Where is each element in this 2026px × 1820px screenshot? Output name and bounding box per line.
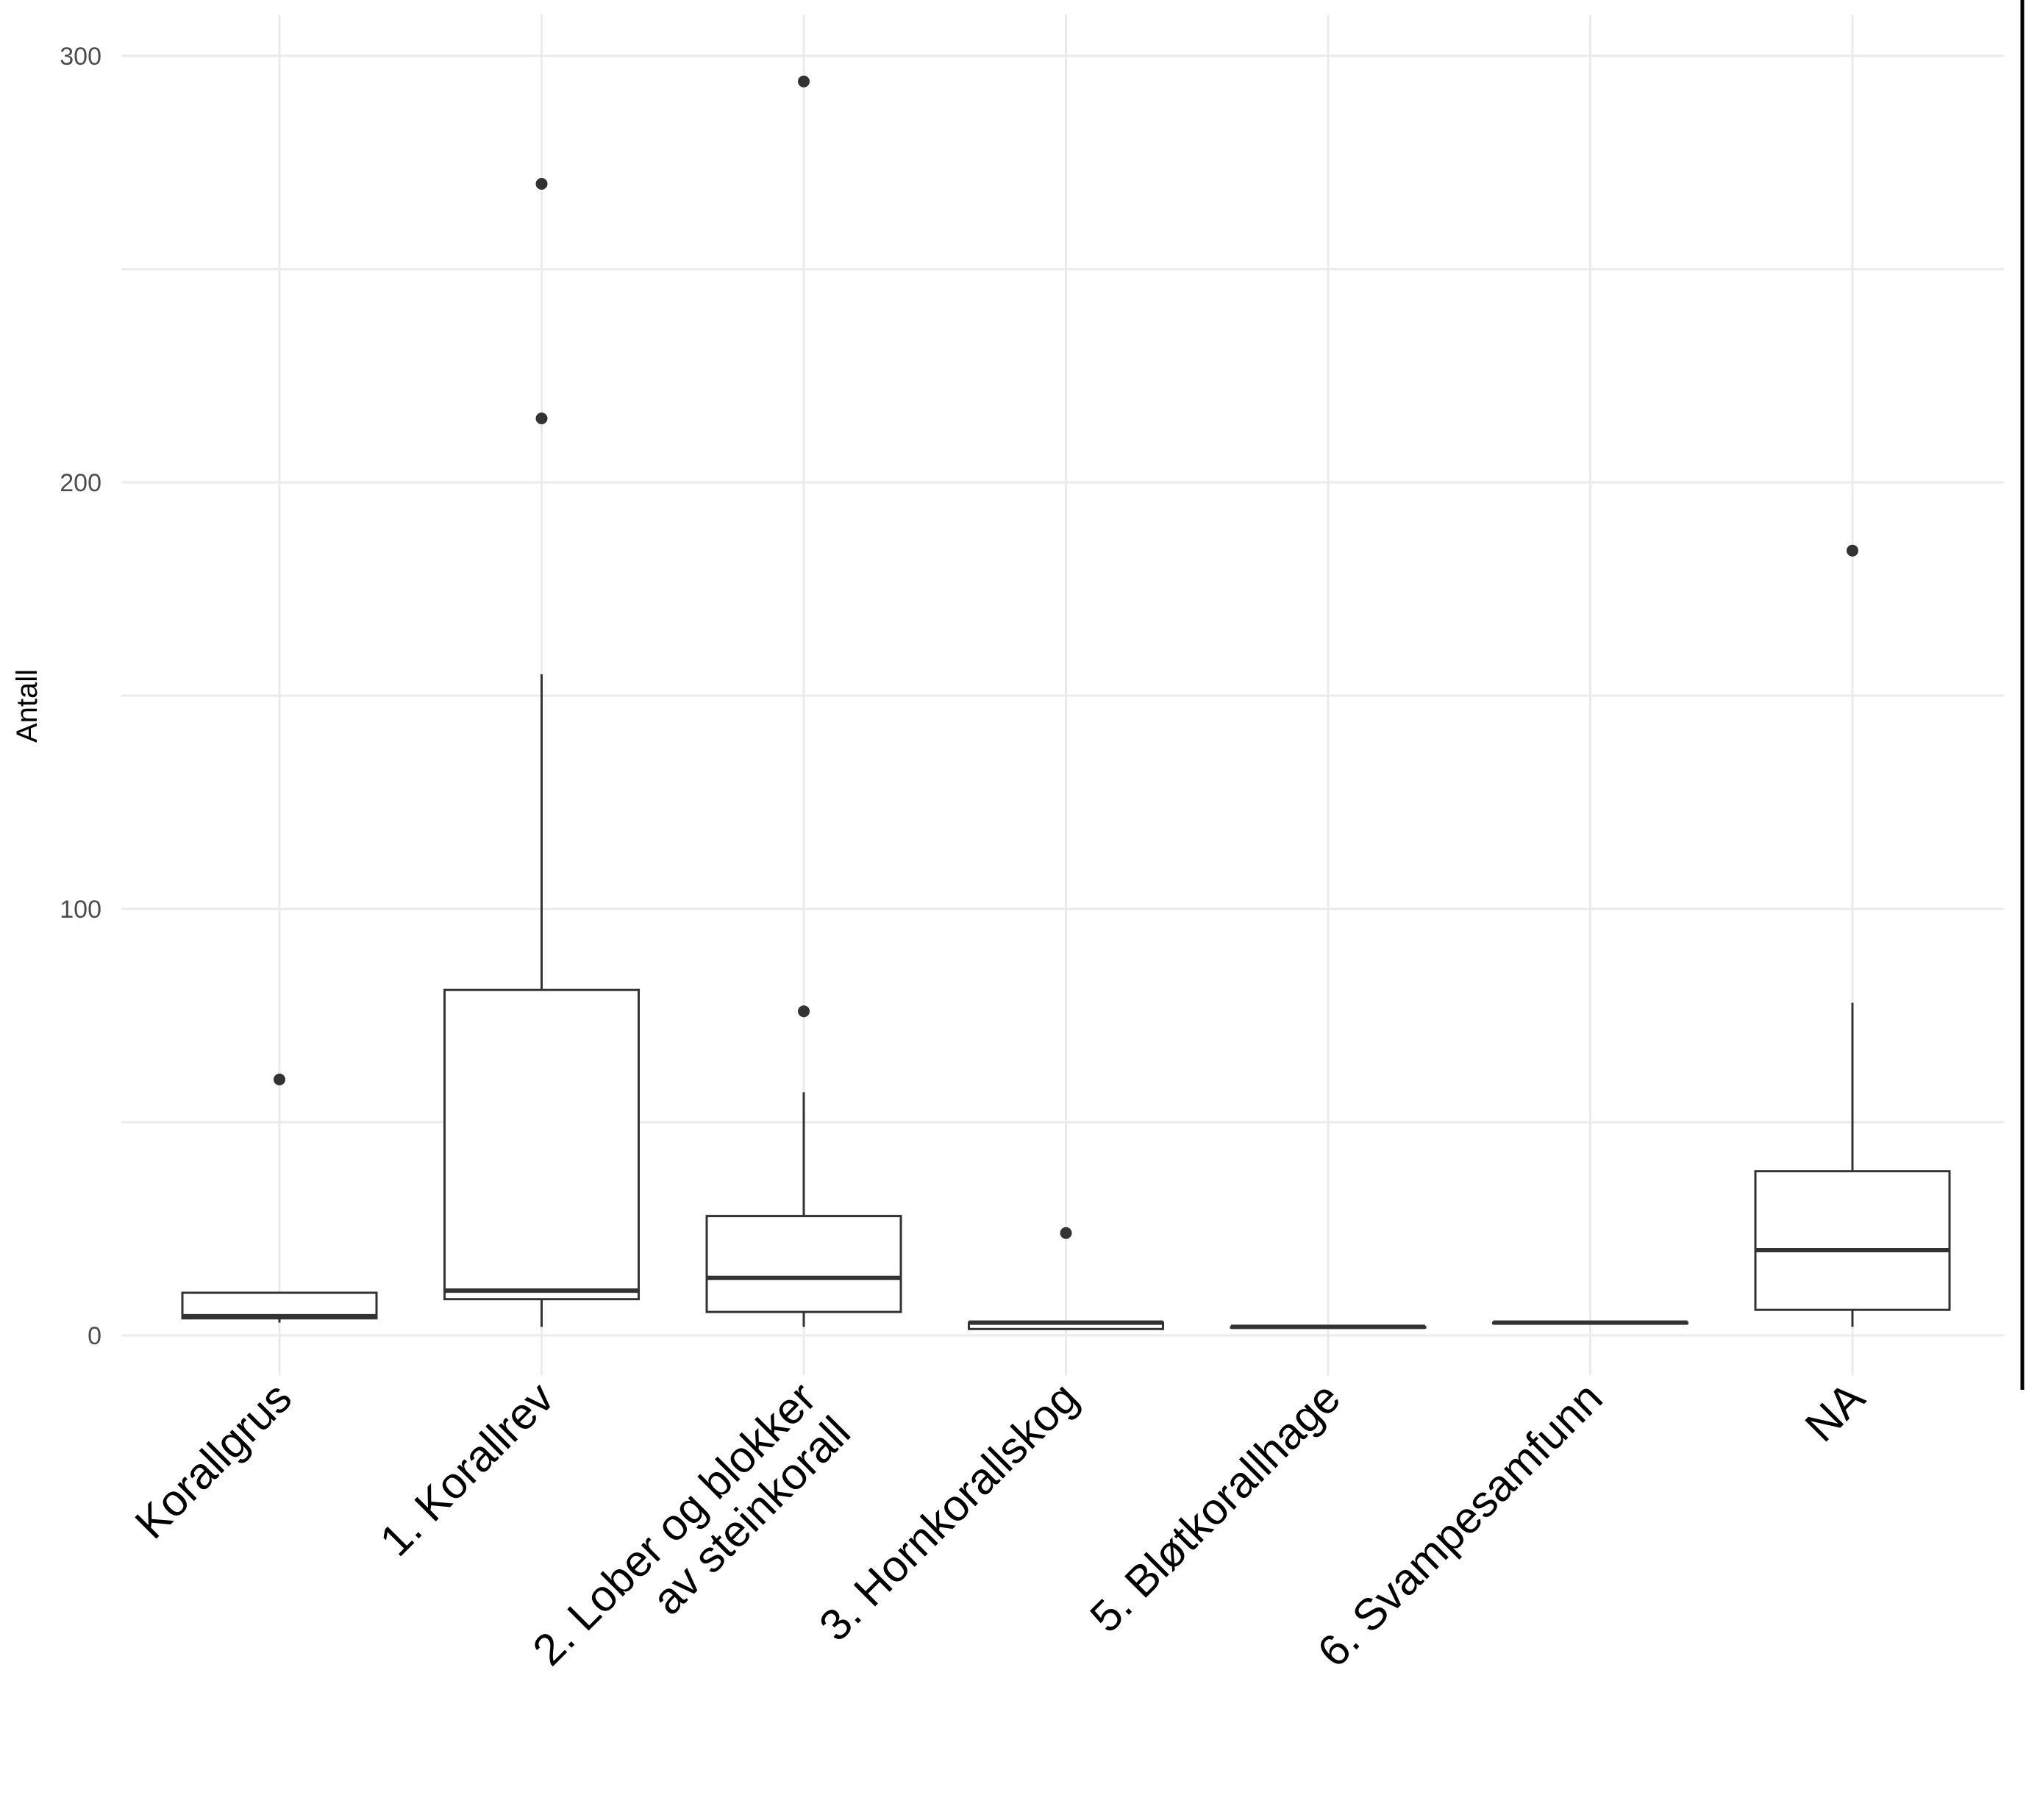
y-tick-label: 0 xyxy=(88,1322,101,1350)
y-axis-title: Antall xyxy=(11,669,43,743)
box-group xyxy=(181,1074,378,1323)
outlier-point xyxy=(798,1005,810,1018)
outlier-point xyxy=(798,75,810,88)
x-category-label-line: 6. Svampesamfunn xyxy=(1308,1373,1612,1677)
y-axis-ticks: 0 100 200 300 xyxy=(60,43,101,1350)
x-category-label-line: Korallgrus xyxy=(126,1373,301,1548)
box-iqr xyxy=(1754,1170,1951,1311)
boxes xyxy=(181,75,1951,1330)
y-tick-label: 100 xyxy=(60,896,101,924)
box-group xyxy=(1754,544,1951,1327)
box-group xyxy=(443,178,640,1327)
outlier-point xyxy=(1060,1227,1072,1239)
outlier-point xyxy=(535,413,548,424)
box-group xyxy=(1492,1320,1688,1325)
x-category-label-line: 2. Lober og blokker xyxy=(524,1373,826,1675)
box-iqr xyxy=(443,988,640,1301)
y-tick-label: 300 xyxy=(60,43,101,71)
box-group xyxy=(968,1227,1164,1330)
x-category-label: 1. Korallrev xyxy=(371,1373,563,1566)
y-tick-label: 200 xyxy=(60,469,101,497)
x-category-label: Korallgrus xyxy=(126,1373,301,1548)
x-category-label-line: NA xyxy=(1796,1373,1874,1451)
x-category-label: 5. Bløtkorallhage xyxy=(1080,1373,1349,1642)
x-category-label-line: 5. Bløtkorallhage xyxy=(1080,1373,1349,1642)
outlier-point xyxy=(535,178,548,190)
outlier-point xyxy=(274,1074,285,1085)
box-iqr xyxy=(705,1215,902,1313)
x-category-label-line: 3. Hornkorallskog xyxy=(810,1373,1088,1651)
outlier-point xyxy=(1847,544,1858,557)
x-category-label: 6. Svampesamfunn xyxy=(1308,1373,1612,1677)
x-category-label: 2. Lober og blokkerav steinkorall xyxy=(524,1373,860,1709)
box-group xyxy=(705,75,902,1327)
x-category-label-line: 1. Korallrev xyxy=(371,1373,563,1566)
grid-lines xyxy=(121,15,2004,1375)
x-category-label: 3. Hornkorallskog xyxy=(810,1373,1088,1651)
x-category-label: NA xyxy=(1796,1373,1874,1451)
